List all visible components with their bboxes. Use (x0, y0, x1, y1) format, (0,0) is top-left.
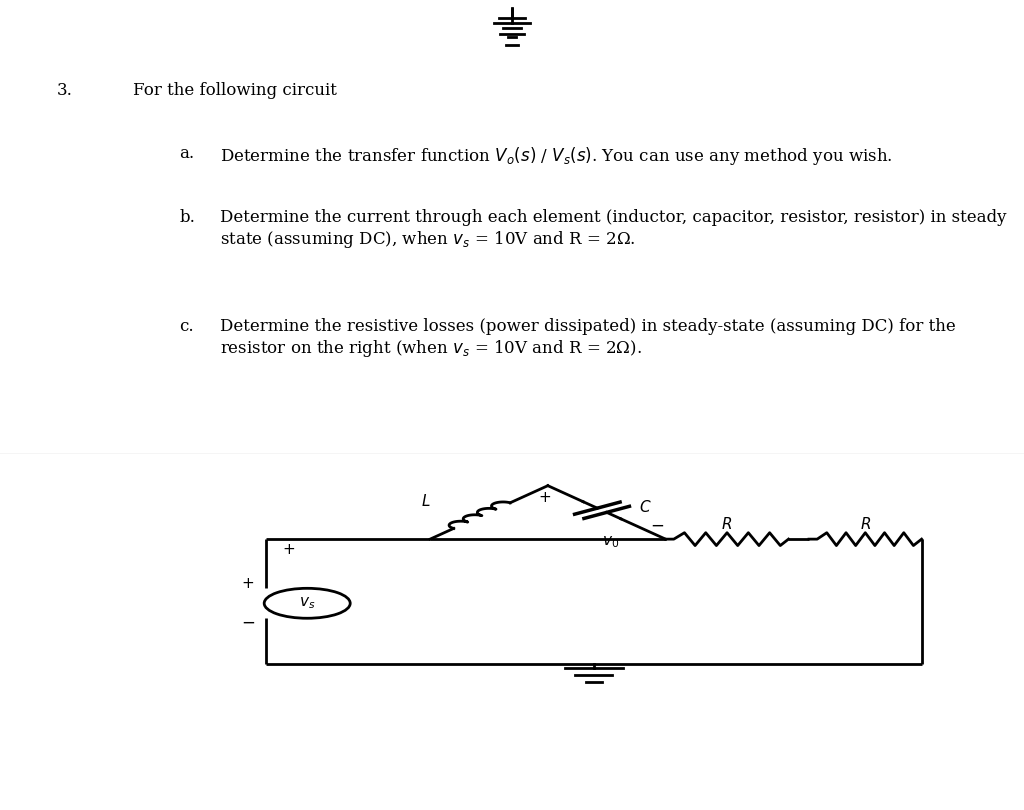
Text: $R$: $R$ (722, 516, 732, 532)
Text: −: − (241, 614, 255, 632)
Text: +: + (242, 576, 254, 591)
Text: $C$: $C$ (639, 499, 651, 514)
Text: $v_s$: $v_s$ (299, 595, 315, 611)
Text: 3.: 3. (56, 82, 73, 99)
Text: −: − (650, 516, 664, 535)
Text: $R$: $R$ (860, 516, 870, 532)
Text: +: + (283, 543, 295, 557)
Text: c.: c. (179, 318, 194, 335)
Text: b.: b. (179, 209, 196, 226)
Text: Determine the resistive losses (power dissipated) in steady-state (assuming DC) : Determine the resistive losses (power di… (220, 318, 956, 359)
Text: For the following circuit: For the following circuit (133, 82, 337, 99)
Text: $L$: $L$ (421, 493, 430, 509)
Text: $v_0$: $v_0$ (602, 534, 620, 550)
Text: a.: a. (179, 145, 195, 162)
Text: +: + (538, 490, 551, 505)
Text: Determine the current through each element (inductor, capacitor, resistor, resis: Determine the current through each eleme… (220, 209, 1007, 249)
Text: Determine the transfer function $V_o(s)$ / $V_s(s)$. You can use any method you : Determine the transfer function $V_o(s)$… (220, 145, 893, 167)
